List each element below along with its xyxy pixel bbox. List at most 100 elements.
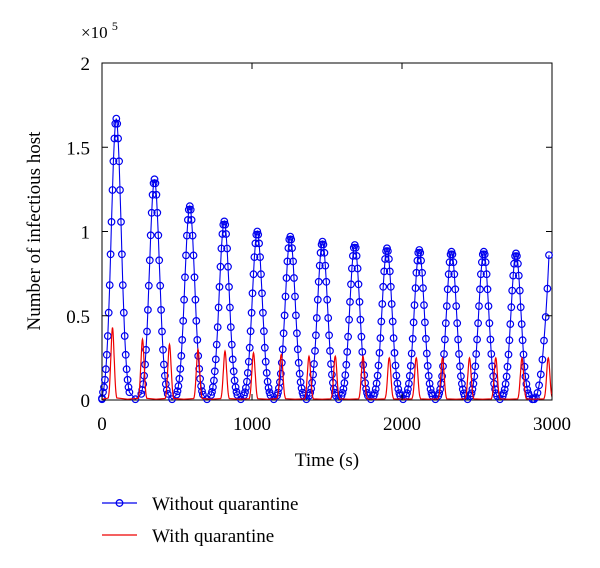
data-point-without-quarantine bbox=[485, 319, 494, 328]
data-point-without-quarantine bbox=[216, 262, 225, 271]
data-point-without-quarantine bbox=[488, 362, 497, 371]
legend-label-with-quarantine: With quarantine bbox=[152, 526, 274, 547]
data-point-without-quarantine bbox=[471, 362, 480, 371]
data-point-without-quarantine bbox=[541, 313, 550, 321]
data-point-without-quarantine bbox=[408, 334, 417, 343]
data-point-without-quarantine bbox=[469, 379, 478, 388]
data-point-without-quarantine bbox=[288, 244, 297, 253]
data-point-without-quarantine bbox=[208, 388, 216, 396]
data-point-without-quarantine bbox=[379, 282, 388, 291]
data-point-without-quarantine bbox=[454, 335, 463, 344]
data-point-without-quarantine bbox=[231, 383, 240, 392]
data-point-without-quarantine bbox=[310, 360, 318, 368]
x-tick-label: 2000 bbox=[383, 414, 421, 435]
y-tick-label: 0 bbox=[81, 391, 91, 412]
legend: Without quarantine With quarantine bbox=[102, 494, 298, 547]
data-point-without-quarantine bbox=[281, 292, 290, 301]
data-point-without-quarantine bbox=[502, 372, 511, 381]
data-point-without-quarantine bbox=[256, 253, 265, 262]
data-point-without-quarantine bbox=[225, 303, 234, 312]
data-point-without-quarantine bbox=[484, 302, 493, 311]
data-point-without-quarantine bbox=[220, 217, 229, 226]
data-point-without-quarantine bbox=[227, 340, 236, 349]
data-point-without-quarantine bbox=[100, 383, 108, 392]
data-point-without-quarantine bbox=[257, 270, 265, 279]
data-point-without-quarantine bbox=[259, 308, 267, 317]
legend-item-with-quarantine: With quarantine bbox=[102, 526, 274, 547]
data-point-without-quarantine bbox=[282, 274, 291, 282]
data-point-without-quarantine bbox=[510, 259, 518, 268]
data-point-without-quarantine bbox=[319, 240, 328, 249]
data-point-without-quarantine bbox=[444, 270, 453, 279]
data-point-without-quarantine bbox=[241, 388, 249, 397]
data-point-without-quarantine bbox=[255, 239, 264, 248]
data-point-without-quarantine bbox=[103, 332, 112, 340]
data-point-without-quarantine bbox=[232, 388, 241, 396]
data-point-without-quarantine bbox=[229, 367, 238, 376]
data-point-without-quarantine bbox=[225, 283, 233, 291]
data-point-without-quarantine bbox=[453, 319, 462, 328]
ticks-layer: 0 1000 2000 3000 0 0.5 1 1.5 2 bbox=[66, 54, 571, 435]
data-point-without-quarantine bbox=[328, 370, 336, 379]
data-point-without-quarantine bbox=[356, 315, 365, 324]
data-point-without-quarantine bbox=[458, 379, 466, 388]
data-point-without-quarantine bbox=[118, 281, 127, 290]
data-point-without-quarantine bbox=[483, 285, 492, 294]
data-point-without-quarantine bbox=[342, 360, 351, 369]
data-point-without-quarantine bbox=[173, 387, 182, 396]
data-point-without-quarantine bbox=[456, 362, 464, 371]
data-point-without-quarantine bbox=[371, 385, 380, 394]
data-point-without-quarantine bbox=[388, 317, 397, 326]
data-point-without-quarantine bbox=[351, 243, 360, 252]
data-point-without-quarantine bbox=[514, 259, 522, 268]
data-point-without-quarantine bbox=[325, 331, 334, 340]
data-point-without-quarantine bbox=[467, 389, 476, 398]
data-point-without-quarantine bbox=[250, 253, 259, 262]
data-point-without-quarantine bbox=[258, 289, 266, 298]
data-point-without-quarantine bbox=[292, 311, 300, 320]
data-point-without-quarantine bbox=[120, 332, 129, 340]
x-tick-label: 0 bbox=[97, 414, 107, 435]
data-point-without-quarantine bbox=[107, 217, 116, 226]
data-point-without-quarantine bbox=[156, 281, 165, 290]
data-point-without-quarantine bbox=[217, 244, 226, 253]
data-point-without-quarantine bbox=[121, 350, 130, 359]
data-point-without-quarantine bbox=[151, 179, 160, 188]
data-point-without-quarantine bbox=[473, 335, 482, 344]
data-point-without-quarantine bbox=[472, 350, 481, 358]
data-point-without-quarantine bbox=[522, 380, 531, 388]
data-point-without-quarantine bbox=[410, 301, 419, 310]
data-point-without-quarantine bbox=[262, 369, 271, 377]
data-point-without-quarantine bbox=[182, 231, 191, 240]
data-point-without-quarantine bbox=[311, 347, 319, 355]
data-point-without-quarantine bbox=[377, 317, 386, 326]
data-point-without-quarantine bbox=[378, 300, 387, 308]
data-point-without-quarantine bbox=[370, 389, 379, 398]
data-point-without-quarantine bbox=[500, 385, 509, 394]
data-point-without-quarantine bbox=[108, 186, 117, 194]
data-point-without-quarantine bbox=[155, 256, 164, 265]
data-point-without-quarantine bbox=[440, 350, 448, 358]
data-point-without-quarantine bbox=[179, 317, 188, 325]
x-tick-label: 1000 bbox=[233, 414, 271, 435]
data-point-without-quarantine bbox=[455, 350, 463, 358]
data-point-without-quarantine bbox=[416, 248, 425, 257]
data-point-without-quarantine bbox=[538, 355, 547, 364]
data-point-without-quarantine bbox=[390, 349, 399, 357]
data-point-without-quarantine bbox=[243, 369, 252, 377]
data-point-without-quarantine bbox=[442, 302, 451, 311]
data-point-without-quarantine bbox=[143, 306, 152, 314]
data-point-without-quarantine bbox=[137, 390, 146, 398]
legend-label-without-quarantine: Without quarantine bbox=[152, 494, 298, 515]
series-line-with-quarantine bbox=[101, 327, 553, 400]
data-point-without-quarantine bbox=[386, 282, 395, 291]
data-point-without-quarantine bbox=[114, 134, 122, 143]
data-point-without-quarantine bbox=[513, 252, 521, 261]
data-point-without-quarantine bbox=[476, 285, 484, 294]
data-point-without-quarantine bbox=[183, 215, 192, 224]
data-point-without-quarantine bbox=[517, 320, 526, 329]
data-point-without-quarantine bbox=[260, 327, 268, 336]
data-point-without-quarantine bbox=[353, 264, 362, 273]
data-point-without-quarantine bbox=[514, 271, 523, 280]
